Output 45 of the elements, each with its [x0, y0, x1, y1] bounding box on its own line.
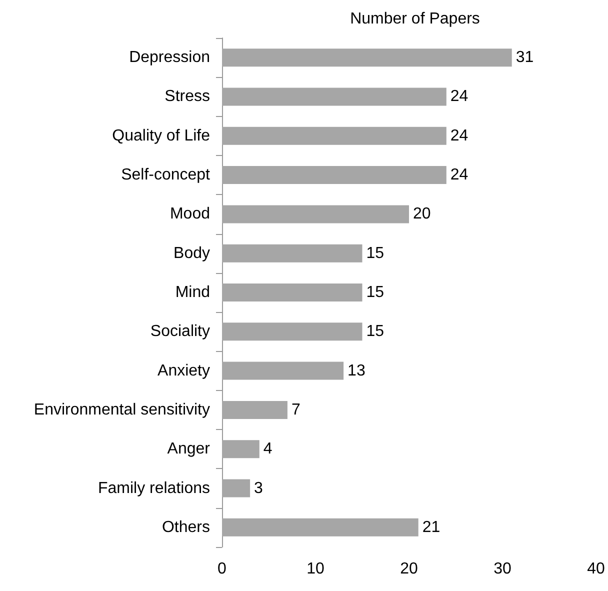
bar: [222, 362, 344, 380]
y-tick-label: Mind: [175, 284, 210, 301]
data-label: 24: [450, 88, 468, 106]
bar: [222, 284, 362, 302]
bar: [222, 440, 260, 458]
y-tick-label: Sociality: [150, 323, 210, 340]
y-tick-label: Self-concept: [121, 166, 211, 184]
y-tick-label: Quality of Life: [112, 127, 210, 144]
data-label: 4: [263, 440, 272, 458]
data-label: 13: [348, 362, 366, 380]
data-label: 15: [366, 323, 384, 340]
y-tick-label: Anger: [167, 440, 211, 458]
data-label: 15: [366, 244, 384, 262]
y-tick-label: Depression: [129, 49, 210, 66]
bar: [222, 205, 409, 224]
data-label: 21: [422, 518, 440, 536]
chart-title: Number of Papers: [350, 10, 480, 28]
data-label: 20: [413, 206, 431, 223]
bar: [222, 479, 250, 498]
y-tick-label: Others: [162, 518, 210, 536]
data-label: 24: [450, 127, 468, 144]
y-tick-label: Stress: [164, 88, 210, 106]
bar: [222, 48, 512, 67]
bar: [222, 244, 362, 262]
data-label: 31: [516, 49, 534, 66]
x-tick-label: 40: [587, 560, 605, 578]
x-tick-label: 20: [400, 560, 418, 578]
x-tick-label: 0: [218, 560, 227, 578]
data-label: 3: [254, 480, 264, 497]
y-tick-label: Anxiety: [158, 362, 210, 380]
y-tick-label: Body: [174, 244, 210, 262]
y-tick-label: Environmental sensitivity: [34, 401, 210, 418]
y-tick-label: Family relations: [98, 480, 210, 497]
bar: [222, 88, 446, 106]
bar: [222, 518, 418, 536]
bar: [222, 126, 446, 145]
bar: [222, 322, 362, 341]
data-label: 15: [366, 284, 384, 301]
x-tick-label: 10: [306, 560, 324, 578]
y-tick-label: Mood: [170, 206, 210, 223]
bar: [222, 166, 446, 184]
data-label: 7: [291, 401, 300, 418]
bar: [222, 400, 288, 419]
x-tick-label: 30: [494, 560, 512, 578]
data-label: 24: [450, 166, 468, 184]
